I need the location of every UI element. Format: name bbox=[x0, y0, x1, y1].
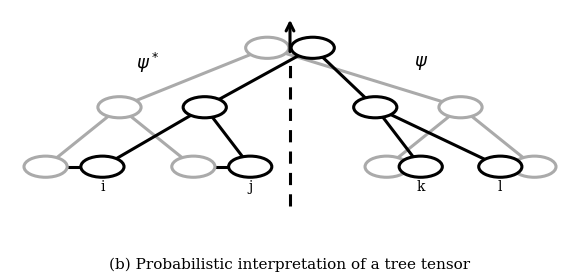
Ellipse shape bbox=[24, 156, 67, 177]
Ellipse shape bbox=[229, 156, 272, 177]
Ellipse shape bbox=[365, 156, 408, 177]
Ellipse shape bbox=[246, 37, 289, 58]
Text: j: j bbox=[248, 180, 252, 193]
Ellipse shape bbox=[98, 97, 141, 118]
Text: i: i bbox=[100, 180, 104, 193]
Ellipse shape bbox=[513, 156, 556, 177]
Text: (b) Probabilistic interpretation of a tree tensor: (b) Probabilistic interpretation of a tr… bbox=[110, 258, 470, 272]
Ellipse shape bbox=[183, 97, 226, 118]
Ellipse shape bbox=[81, 156, 124, 177]
Text: $\psi$: $\psi$ bbox=[414, 54, 428, 72]
Text: l: l bbox=[498, 180, 502, 193]
Ellipse shape bbox=[399, 156, 443, 177]
Text: $\psi^*$: $\psi^*$ bbox=[136, 51, 160, 75]
Ellipse shape bbox=[291, 37, 334, 58]
Ellipse shape bbox=[172, 156, 215, 177]
Text: k: k bbox=[416, 180, 425, 193]
Ellipse shape bbox=[478, 156, 522, 177]
Ellipse shape bbox=[354, 97, 397, 118]
Ellipse shape bbox=[439, 97, 482, 118]
